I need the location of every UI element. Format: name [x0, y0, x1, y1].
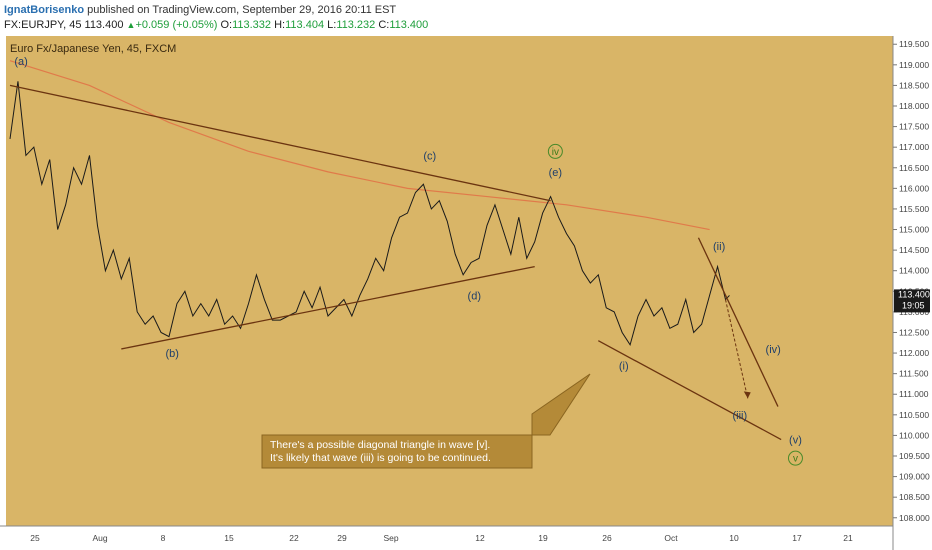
projection-arrow	[725, 299, 749, 399]
trendline	[597, 340, 782, 441]
moving-average-line	[9, 60, 710, 231]
x-tick-label: 17	[792, 533, 802, 543]
change-arrow-icon: ▲	[126, 20, 136, 30]
annotation-box	[261, 434, 533, 469]
y-tick-label: 112.000	[899, 348, 929, 358]
y-tick-label: 111.000	[899, 389, 929, 399]
x-tick-label: 19	[538, 533, 548, 543]
x-tick-label: 8	[161, 533, 166, 543]
open-value: 113.332	[232, 19, 272, 31]
trendlines-layer[interactable]	[9, 84, 782, 441]
wave-label: (v)	[789, 435, 802, 447]
y-tick-label: 116.000	[899, 183, 929, 193]
annotation-line-2: It's likely that wave (iii) is going to …	[270, 452, 491, 464]
trendline	[121, 265, 535, 350]
y-tick-label: 110.000	[899, 430, 929, 440]
low-label: L:	[327, 19, 337, 31]
x-tick-label: 29	[337, 533, 347, 543]
y-tick-label: 111.500	[899, 369, 929, 379]
x-tick-label: Sep	[383, 533, 398, 543]
wave-label: (d)	[468, 291, 481, 303]
y-tick-label: 117.500	[899, 122, 929, 132]
wave-label: (e)	[549, 167, 562, 179]
time-axis-ticks: 25 Aug 8 15 22 29 Sep 12 19 26 Oct 10 17 21	[30, 533, 853, 543]
last-price: 113.400	[84, 19, 124, 31]
current-price-value: 113.400	[898, 289, 930, 299]
y-tick-label: 119.000	[899, 60, 929, 70]
symbol-label: FX:EURJPY, 45	[4, 19, 82, 31]
open-label: O:	[220, 19, 233, 31]
wave-label: (ii)	[713, 241, 725, 253]
wave-labels-layer: (a) (b) (c) (d) iv (e) (i) (ii) (iv) (iii) (v) v	[14, 56, 803, 466]
y-tick-label: 108.000	[899, 513, 930, 523]
y-tick-label: 112.500	[899, 327, 929, 337]
x-tick-label: Oct	[664, 533, 678, 543]
annotation-callout[interactable]: There's a possible diagonal triangle in …	[261, 373, 591, 469]
y-tick-label: 108.500	[899, 492, 930, 502]
high-label: H:	[274, 19, 286, 31]
wave-label: (iv)	[766, 344, 781, 356]
x-tick-label: 26	[602, 533, 612, 543]
x-tick-label: 15	[224, 533, 234, 543]
chart-header: IgnatBorisenko published on TradingView.…	[0, 0, 932, 36]
annotation-line-1: There's a possible diagonal triangle in …	[270, 439, 490, 451]
x-tick-label: 25	[30, 533, 40, 543]
y-tick-label: 114.500	[899, 245, 929, 255]
price-line	[9, 81, 730, 347]
close-value: 113.400	[389, 19, 429, 31]
published-text: published on TradingView.com, September …	[87, 4, 397, 16]
y-tick-label: 119.500	[899, 39, 929, 49]
low-value: 113.232	[336, 19, 376, 31]
price-chart[interactable]: Euro Fx/Japanese Yen, 45, FXCM 119.50011…	[0, 36, 932, 550]
x-tick-label: 21	[843, 533, 853, 543]
wave-label: (c)	[423, 151, 436, 163]
moving-average-layer	[9, 60, 710, 231]
wave-label: (b)	[165, 348, 178, 360]
close-label: C:	[378, 19, 390, 31]
y-tick-label: 110.500	[899, 410, 929, 420]
time-axis-background	[0, 526, 893, 550]
x-tick-label: 12	[475, 533, 485, 543]
y-tick-label: 114.000	[899, 266, 929, 276]
projection-arrowhead	[743, 391, 751, 399]
wave-label: (i)	[619, 361, 629, 373]
y-tick-label: 118.000	[899, 101, 929, 111]
chart-title: Euro Fx/Japanese Yen, 45, FXCM	[10, 43, 176, 55]
publish-info: IgnatBorisenko published on TradingView.…	[4, 4, 396, 16]
bar-countdown: 19:05	[902, 300, 925, 310]
wave-label: (iii)	[732, 410, 747, 422]
current-price-tag: 113.400 19:05	[894, 289, 930, 313]
y-tick-label: 117.000	[899, 142, 929, 152]
trendline	[9, 84, 551, 202]
y-tick-label: 109.000	[899, 472, 930, 482]
wave-label: iv	[552, 147, 559, 158]
trendline	[697, 237, 779, 407]
wave-label: (a)	[14, 56, 27, 68]
x-tick-label: 10	[729, 533, 739, 543]
current-price-tag-bg	[894, 289, 930, 313]
price-line-layer	[9, 81, 730, 347]
y-tick-label: 115.500	[899, 204, 929, 214]
y-tick-label: 116.500	[899, 163, 929, 173]
ohlc-info: FX:EURJPY, 45 113.400 ▲+0.059 (+0.05%) O…	[4, 19, 428, 31]
x-tick-label: Aug	[92, 533, 107, 543]
y-tick-label: 115.000	[899, 225, 929, 235]
wave-label-circle	[547, 143, 563, 159]
author-link[interactable]: IgnatBorisenko	[4, 4, 85, 16]
wave-label: v	[793, 454, 798, 465]
change-value: +0.059 (+0.05%)	[135, 19, 218, 31]
y-tick-label: 109.500	[899, 451, 930, 461]
x-tick-label: 22	[289, 533, 299, 543]
y-tick-label: 118.500	[899, 80, 929, 90]
wave-label-circle	[787, 450, 803, 466]
price-axis-ticks: 119.500 119.000 118.500 118.000 117.500 117.0…	[893, 39, 930, 523]
high-value: 113.404	[285, 19, 325, 31]
